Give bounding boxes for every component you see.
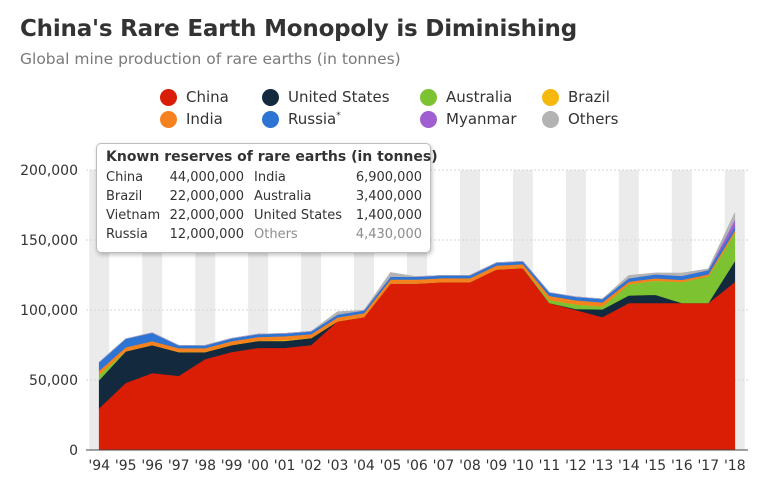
chart-subtitle: Global mine production of rare earths (i… — [20, 50, 401, 68]
y-tick-label: 100,000 — [20, 303, 78, 319]
chart-title: China's Rare Earth Monopoly is Diminishi… — [20, 16, 577, 42]
reserve-value: 12,000,000 — [169, 227, 244, 242]
x-tick-label: '96 — [141, 458, 163, 474]
x-tick-label: '06 — [406, 458, 428, 474]
reserves-box: Known reserves of rare earths (in tonnes… — [96, 143, 438, 253]
reserve-value: 4,430,000 — [355, 227, 422, 242]
x-tick-label: '17 — [697, 458, 719, 474]
reserves-grid: China 44,000,000 Brazil 22,000,000 Vietnam 22… — [106, 170, 422, 246]
x-tick-label: '18 — [724, 458, 746, 474]
x-tick-label: '01 — [274, 458, 296, 474]
x-tick-label: '14 — [618, 458, 640, 474]
x-tick-label: '97 — [168, 458, 190, 474]
x-tick-label: '15 — [644, 458, 666, 474]
area-others — [99, 212, 736, 363]
reserve-country: Brazil — [106, 189, 143, 204]
x-tick-label: '10 — [512, 458, 534, 474]
reserve-country: Others — [254, 227, 298, 242]
y-tick-label: 200,000 — [20, 163, 78, 179]
reserve-value: 22,000,000 — [169, 189, 244, 204]
x-tick-label: '11 — [539, 458, 561, 474]
x-tick-label: '94 — [88, 458, 110, 474]
y-tick-label: 0 — [69, 443, 78, 459]
x-tick-label: '05 — [380, 458, 402, 474]
reserve-country: Vietnam — [106, 208, 161, 223]
x-tick-label: '95 — [115, 458, 137, 474]
reserve-country: India — [254, 170, 286, 185]
x-tick-label: '99 — [221, 458, 243, 474]
reserve-country: United States — [254, 208, 343, 223]
reserve-country: Australia — [254, 189, 312, 204]
x-tick-label: '98 — [194, 458, 216, 474]
y-tick-label: 150,000 — [20, 233, 78, 249]
reserve-country: Russia — [106, 227, 148, 242]
x-tick-label: '08 — [459, 458, 481, 474]
x-tick-label: '09 — [486, 458, 508, 474]
y-tick-label: 50,000 — [29, 373, 78, 389]
reserve-value: 1,400,000 — [355, 208, 422, 223]
reserve-value: 3,400,000 — [355, 189, 422, 204]
reserve-value: 44,000,000 — [169, 170, 244, 185]
reserve-country: China — [106, 170, 144, 185]
x-tick-label: '16 — [671, 458, 693, 474]
x-tick-label: '03 — [327, 458, 349, 474]
x-tick-label: '13 — [592, 458, 614, 474]
x-tick-label: '02 — [300, 458, 322, 474]
x-tick-label: '00 — [247, 458, 269, 474]
reserve-value: 22,000,000 — [169, 208, 244, 223]
x-tick-label: '07 — [433, 458, 455, 474]
reserves-title: Known reserves of rare earths (in tonnes… — [106, 149, 438, 165]
x-tick-label: '12 — [565, 458, 587, 474]
reserve-value: 6,900,000 — [355, 170, 422, 185]
x-tick-label: '04 — [353, 458, 375, 474]
